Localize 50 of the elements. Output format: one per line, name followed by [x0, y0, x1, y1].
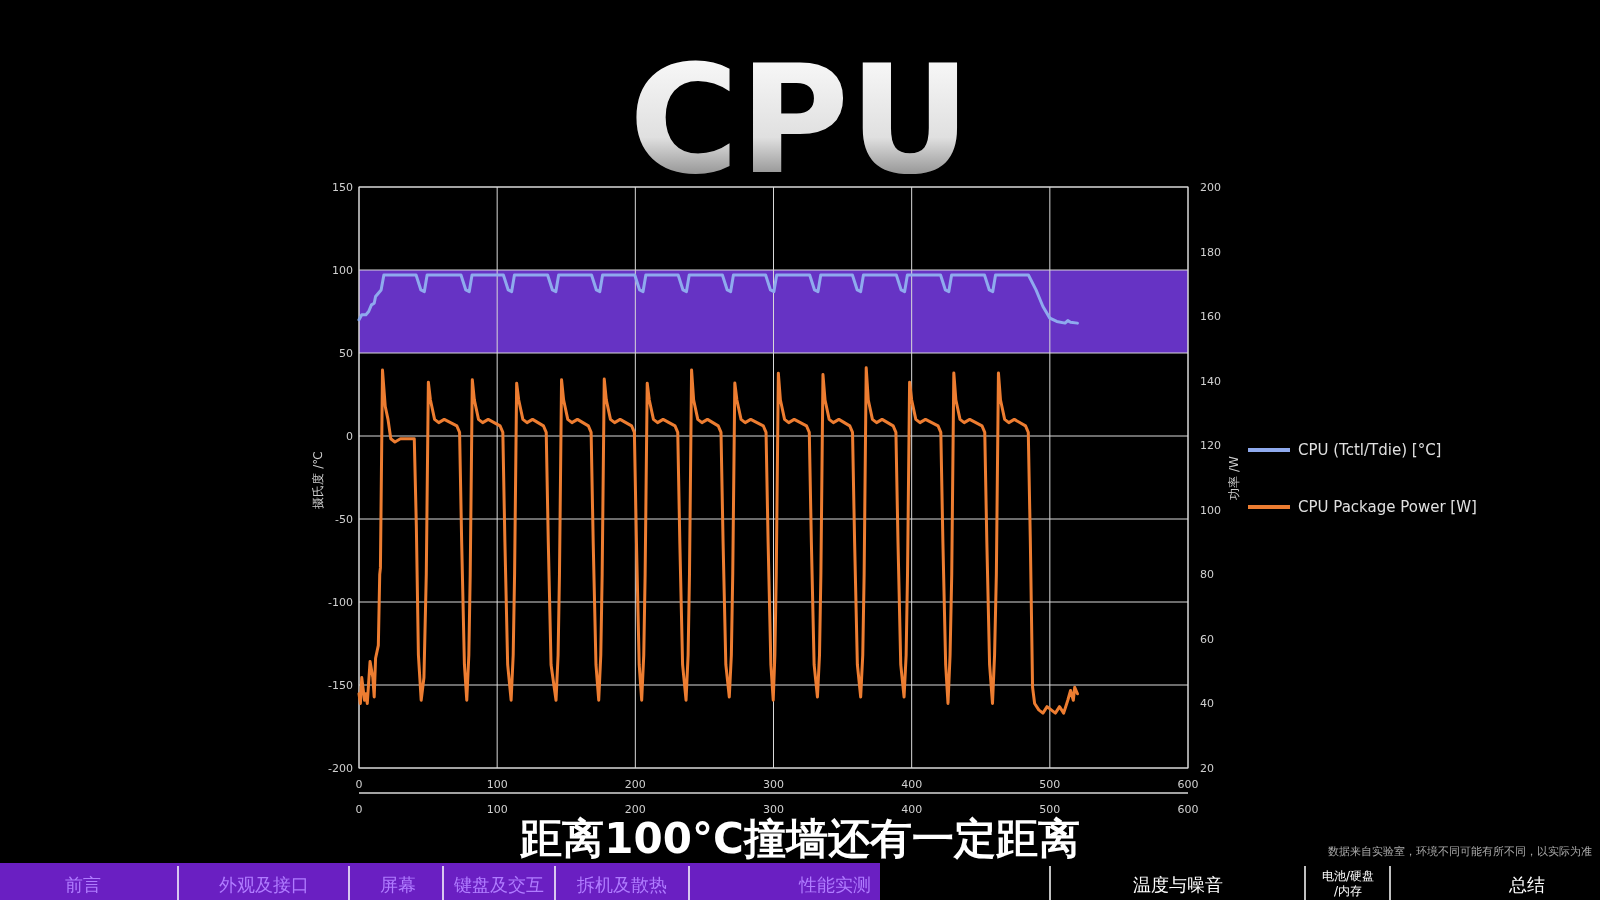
- y-tick-label: 50: [339, 347, 353, 360]
- y-tick-label: 100: [332, 264, 353, 277]
- x2-tick-label: 600: [1177, 803, 1199, 816]
- line-series: [357, 366, 1079, 715]
- y2-tick-label: 120: [1200, 439, 1221, 453]
- y2-tick-label: 180: [1200, 245, 1221, 259]
- x2-tick-label: 400: [901, 803, 923, 816]
- chart-title: CPU: [629, 33, 971, 207]
- y2-tick-label: 20: [1200, 762, 1214, 775]
- text: 电池/硬盘/内存: [1321, 869, 1375, 898]
- y-tick-label: 0: [346, 430, 353, 443]
- text: 数据来自实验室，环境不同可能有所不同，以实际为准: [1328, 845, 1592, 858]
- x-tick-label: 600: [1177, 778, 1199, 791]
- x-tick-label: 200: [624, 778, 646, 791]
- x-tick-label: 300: [763, 778, 784, 791]
- y-tick-label: -100: [328, 596, 353, 609]
- text: 性能实测: [798, 874, 871, 895]
- y2-tick-label: 200: [1200, 181, 1221, 194]
- x-tick-label: 100: [486, 778, 508, 791]
- text: 外观及接口: [219, 874, 309, 895]
- text: 屏幕: [380, 874, 416, 895]
- x2-tick-label: 300: [763, 803, 784, 816]
- y-tick-label: -150: [328, 679, 353, 692]
- x-tick-label: 0: [355, 778, 363, 791]
- text: 拆机及散热: [576, 874, 667, 895]
- y-tick-label: -50: [335, 513, 353, 526]
- x2-tick-label: 100: [486, 803, 508, 816]
- y-tick-label: -200: [328, 762, 353, 775]
- y2-tick-label: 60: [1200, 632, 1214, 646]
- y2-tick-label: 80: [1200, 568, 1214, 582]
- legend-label: CPU (Tctl/Tdie) [°C]: [1298, 441, 1442, 459]
- y2-tick-label: 100: [1200, 503, 1221, 517]
- y2-axis-title: 功率 /W: [1227, 456, 1241, 500]
- x2-tick-label: 0: [355, 803, 363, 816]
- y-tick-label: 150: [332, 181, 353, 194]
- y-axis-title: 摄氏度 /℃: [311, 451, 325, 509]
- x-tick-label: 400: [901, 778, 923, 791]
- text: 前言: [65, 874, 101, 895]
- y2-tick-label: 40: [1200, 697, 1214, 711]
- x2-tick-label: 200: [624, 803, 646, 816]
- legend-label: CPU Package Power [W]: [1298, 498, 1477, 516]
- text: 总结: [1508, 874, 1545, 895]
- y2-tick-label: 140: [1200, 374, 1221, 388]
- text: 键盘及交互: [453, 874, 544, 895]
- text: 温度与噪音: [1133, 874, 1223, 895]
- x2-tick-label: 500: [1039, 803, 1061, 816]
- x-tick-label: 500: [1039, 778, 1061, 791]
- text: 距离100°C撞墙还有一定距离: [519, 814, 1080, 863]
- y2-tick-label: 160: [1200, 310, 1221, 324]
- line-series: [357, 273, 1079, 325]
